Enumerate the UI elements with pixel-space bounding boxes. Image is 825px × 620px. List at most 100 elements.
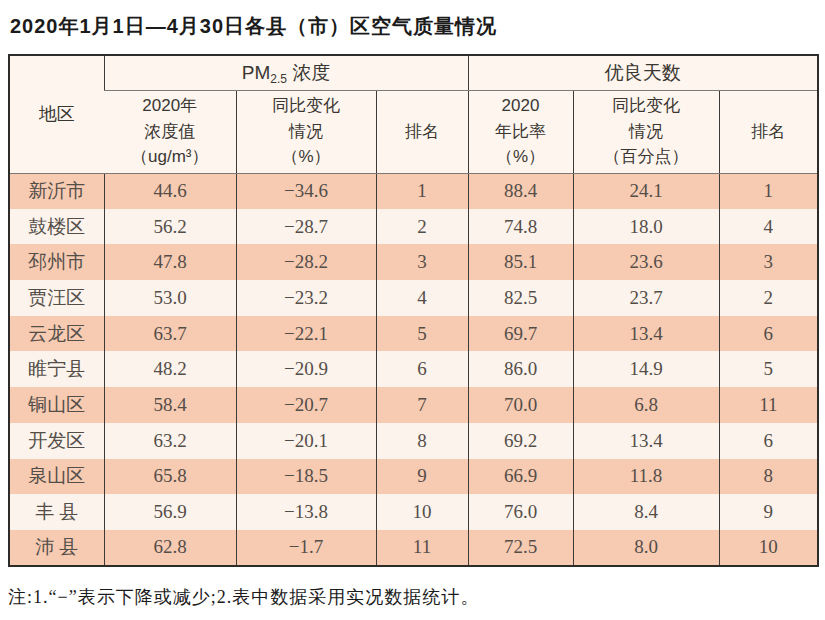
cell-pm-value: 56.9 bbox=[104, 494, 236, 530]
table-row: 泉山区65.8−18.5966.911.88 bbox=[9, 459, 818, 495]
table-row: 睢宁县48.2−20.9686.014.95 bbox=[9, 351, 818, 387]
cell-pm-change: −23.2 bbox=[236, 280, 376, 316]
cell-gd-ratio: 82.5 bbox=[468, 280, 573, 316]
header-pm-value: 2020年 浓度值 （ug/m³） bbox=[104, 90, 236, 173]
cell-pm-rank: 5 bbox=[376, 316, 468, 352]
air-quality-table: 地区 PM2.5 浓度 优良天数 2020年 浓度值 （ug/m³） 同比变化 … bbox=[8, 54, 819, 567]
cell-region: 贾汪区 bbox=[9, 280, 104, 316]
cell-region: 云龙区 bbox=[9, 316, 104, 352]
cell-gd-change: 13.4 bbox=[573, 316, 719, 352]
cell-pm-change: −18.5 bbox=[236, 459, 376, 495]
table-row: 开发区63.2−20.1869.213.46 bbox=[9, 423, 818, 459]
cell-pm-value: 48.2 bbox=[104, 351, 236, 387]
cell-gd-rank: 10 bbox=[719, 530, 818, 566]
cell-gd-change: 13.4 bbox=[573, 423, 719, 459]
cell-pm-rank: 11 bbox=[376, 530, 468, 566]
cell-gd-ratio: 72.5 bbox=[468, 530, 573, 566]
cell-region: 开发区 bbox=[9, 423, 104, 459]
cell-pm-value: 65.8 bbox=[104, 459, 236, 495]
cell-gd-rank: 3 bbox=[719, 244, 818, 280]
page: 2020年1月1日—4月30日各县（市）区空气质量情况 地区 PM2.5 浓度 … bbox=[0, 0, 825, 620]
cell-pm-value: 53.0 bbox=[104, 280, 236, 316]
cell-gd-change: 18.0 bbox=[573, 209, 719, 245]
cell-region: 睢宁县 bbox=[9, 351, 104, 387]
cell-region: 新沂市 bbox=[9, 173, 104, 209]
table-row: 云龙区63.7−22.1569.713.46 bbox=[9, 316, 818, 352]
cell-pm-value: 58.4 bbox=[104, 387, 236, 423]
cell-gd-change: 8.0 bbox=[573, 530, 719, 566]
cell-gd-change: 24.1 bbox=[573, 173, 719, 209]
header-pm-change: 同比变化 情况 （%） bbox=[236, 90, 376, 173]
header-gd-ratio: 2020 年比率 （%） bbox=[468, 90, 573, 173]
cell-gd-ratio: 69.7 bbox=[468, 316, 573, 352]
page-title: 2020年1月1日—4月30日各县（市）区空气质量情况 bbox=[0, 0, 825, 40]
cell-gd-ratio: 86.0 bbox=[468, 351, 573, 387]
cell-pm-value: 63.2 bbox=[104, 423, 236, 459]
cell-gd-rank: 8 bbox=[719, 459, 818, 495]
cell-pm-change: −1.7 bbox=[236, 530, 376, 566]
cell-gd-ratio: 85.1 bbox=[468, 244, 573, 280]
cell-pm-rank: 7 bbox=[376, 387, 468, 423]
table-body: 新沂市44.6−34.6188.424.11鼓楼区56.2−28.7274.81… bbox=[9, 173, 818, 566]
cell-gd-ratio: 69.2 bbox=[468, 423, 573, 459]
table-header: 地区 PM2.5 浓度 优良天数 2020年 浓度值 （ug/m³） 同比变化 … bbox=[9, 55, 818, 173]
cell-pm-value: 56.2 bbox=[104, 209, 236, 245]
cell-gd-rank: 4 bbox=[719, 209, 818, 245]
cell-region: 邳州市 bbox=[9, 244, 104, 280]
header-sub-row: 2020年 浓度值 （ug/m³） 同比变化 情况 （%） 排名 2020 年比… bbox=[9, 90, 818, 173]
cell-pm-change: −28.2 bbox=[236, 244, 376, 280]
cell-pm-rank: 3 bbox=[376, 244, 468, 280]
cell-region: 沛 县 bbox=[9, 530, 104, 566]
cell-gd-ratio: 66.9 bbox=[468, 459, 573, 495]
table-row: 贾汪区53.0−23.2482.523.72 bbox=[9, 280, 818, 316]
cell-pm-value: 62.8 bbox=[104, 530, 236, 566]
cell-pm-value: 47.8 bbox=[104, 244, 236, 280]
cell-pm-rank: 9 bbox=[376, 459, 468, 495]
cell-pm-change: −22.1 bbox=[236, 316, 376, 352]
cell-pm-rank: 2 bbox=[376, 209, 468, 245]
cell-pm-rank: 6 bbox=[376, 351, 468, 387]
pm25-label-prefix: PM bbox=[242, 62, 271, 83]
footnote: 注:1.“−”表示下降或减少;2.表中数据采用实况数据统计。 bbox=[0, 567, 825, 609]
cell-gd-change: 23.6 bbox=[573, 244, 719, 280]
cell-gd-rank: 6 bbox=[719, 316, 818, 352]
header-group-good-days: 优良天数 bbox=[468, 55, 818, 90]
cell-pm-value: 44.6 bbox=[104, 173, 236, 209]
cell-pm-rank: 1 bbox=[376, 173, 468, 209]
cell-gd-ratio: 74.8 bbox=[468, 209, 573, 245]
cell-pm-value: 63.7 bbox=[104, 316, 236, 352]
header-group-pm25: PM2.5 浓度 bbox=[104, 55, 468, 90]
cell-pm-rank: 8 bbox=[376, 423, 468, 459]
cell-gd-change: 8.4 bbox=[573, 494, 719, 530]
header-region: 地区 bbox=[9, 55, 104, 173]
cell-pm-change: −20.1 bbox=[236, 423, 376, 459]
header-gd-change: 同比变化 情况 （百分点） bbox=[573, 90, 719, 173]
cell-pm-rank: 4 bbox=[376, 280, 468, 316]
cell-gd-ratio: 70.0 bbox=[468, 387, 573, 423]
cell-gd-ratio: 76.0 bbox=[468, 494, 573, 530]
cell-gd-rank: 1 bbox=[719, 173, 818, 209]
cell-gd-rank: 9 bbox=[719, 494, 818, 530]
cell-gd-change: 14.9 bbox=[573, 351, 719, 387]
pm25-subscript: 2.5 bbox=[270, 72, 287, 86]
header-gd-rank: 排名 bbox=[719, 90, 818, 173]
cell-gd-rank: 6 bbox=[719, 423, 818, 459]
cell-pm-change: −13.8 bbox=[236, 494, 376, 530]
cell-pm-change: −20.9 bbox=[236, 351, 376, 387]
table-row: 丰 县56.9−13.81076.08.49 bbox=[9, 494, 818, 530]
cell-region: 铜山区 bbox=[9, 387, 104, 423]
table-row: 铜山区58.4−20.7770.06.811 bbox=[9, 387, 818, 423]
table-row: 新沂市44.6−34.6188.424.11 bbox=[9, 173, 818, 209]
cell-gd-rank: 11 bbox=[719, 387, 818, 423]
pm25-label-suffix: 浓度 bbox=[287, 62, 330, 83]
header-group-row: 地区 PM2.5 浓度 优良天数 bbox=[9, 55, 818, 90]
cell-region: 泉山区 bbox=[9, 459, 104, 495]
cell-gd-ratio: 88.4 bbox=[468, 173, 573, 209]
cell-region: 鼓楼区 bbox=[9, 209, 104, 245]
cell-gd-rank: 5 bbox=[719, 351, 818, 387]
cell-gd-change: 23.7 bbox=[573, 280, 719, 316]
cell-pm-rank: 10 bbox=[376, 494, 468, 530]
cell-region: 丰 县 bbox=[9, 494, 104, 530]
cell-pm-change: −34.6 bbox=[236, 173, 376, 209]
table-row: 鼓楼区56.2−28.7274.818.04 bbox=[9, 209, 818, 245]
